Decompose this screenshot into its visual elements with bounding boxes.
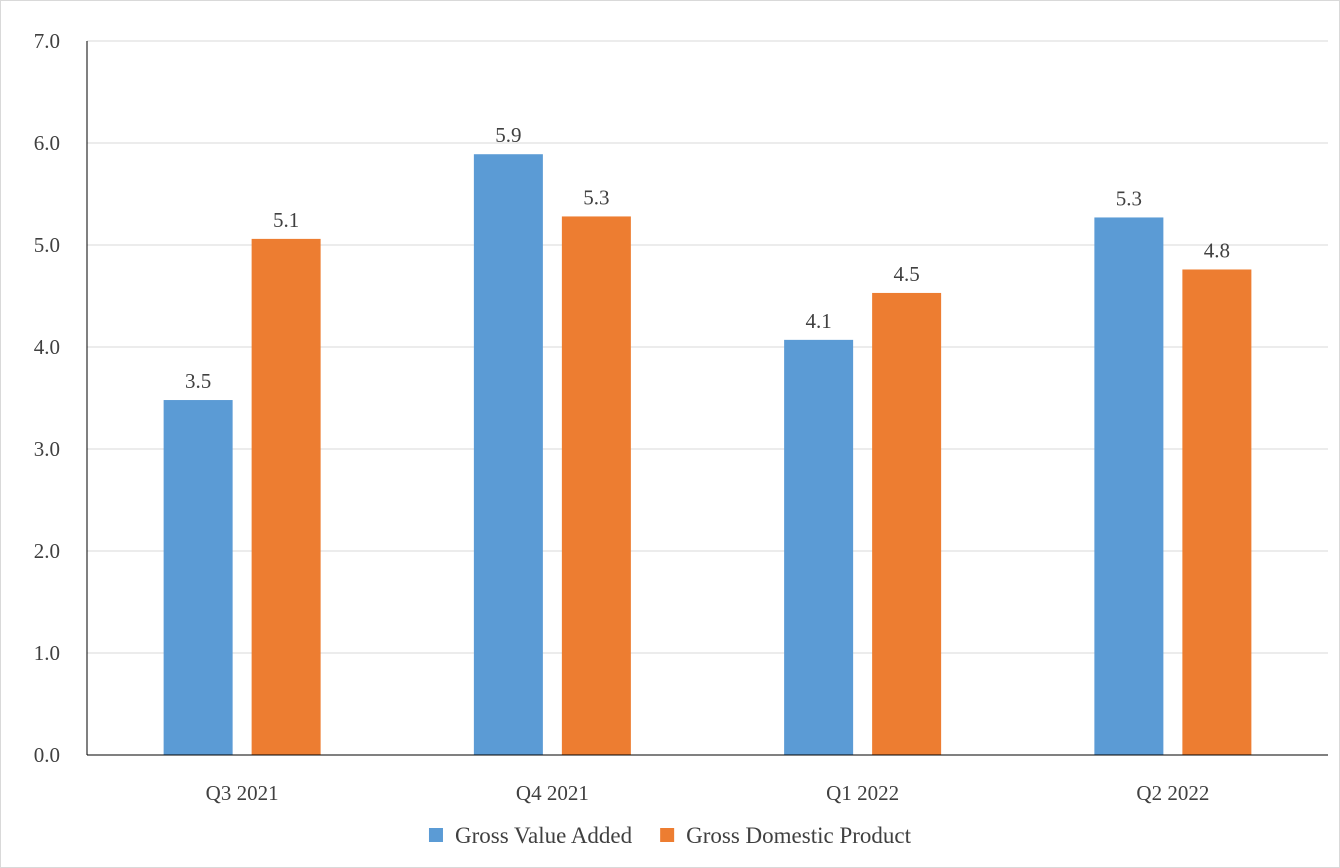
x-tick-label: Q4 2021 xyxy=(516,781,589,805)
bar-gross-domestic-product xyxy=(872,292,942,755)
bar-gross-value-added xyxy=(473,154,543,756)
axes: 0.0 1.0 2.0 3.0 4.0 5.0 6.0 7.0 Q3 2021 Q4 2021 Q1… xyxy=(34,29,1328,805)
x-tick-label: Q2 2022 xyxy=(1136,781,1209,805)
y-tick-label: 0.0 xyxy=(34,743,60,767)
bar-gross-value-added xyxy=(163,400,233,755)
bar-gross-domestic-product xyxy=(1182,269,1252,755)
x-tick-label: Q1 2022 xyxy=(826,781,899,805)
x-tick-label: Q3 2021 xyxy=(206,781,279,805)
bar-gross-domestic-product xyxy=(251,238,321,755)
data-label: 5.3 xyxy=(1116,186,1142,210)
bar-gross-value-added xyxy=(1094,217,1164,755)
y-tick-label: 5.0 xyxy=(34,233,60,257)
y-tick-label: 7.0 xyxy=(34,29,60,53)
data-label: 5.9 xyxy=(495,123,521,147)
legend: Gross Value Added Gross Domestic Product xyxy=(428,823,912,848)
legend-label: Gross Value Added xyxy=(455,823,633,848)
bar-gross-value-added xyxy=(784,339,854,755)
data-label: 4.1 xyxy=(806,309,832,333)
y-tick-label: 4.0 xyxy=(34,335,60,359)
y-tick-label: 2.0 xyxy=(34,539,60,563)
legend-label: Gross Domestic Product xyxy=(686,823,911,848)
data-label: 4.8 xyxy=(1204,238,1230,262)
data-label: 5.3 xyxy=(583,185,609,209)
data-label: 3.5 xyxy=(185,369,211,393)
legend-swatch xyxy=(660,828,675,842)
y-tick-label: 1.0 xyxy=(34,641,60,665)
data-labels: 3.5 5.1 5.9 5.3 4.1 4.5 5.3 4.8 xyxy=(185,123,1230,393)
y-tick-label: 3.0 xyxy=(34,437,60,461)
y-tick-label: 6.0 xyxy=(34,131,60,155)
data-label: 4.5 xyxy=(894,262,920,286)
data-label: 5.1 xyxy=(273,208,299,232)
bars xyxy=(163,154,1252,756)
bar-gross-domestic-product xyxy=(561,216,631,755)
legend-swatch xyxy=(428,828,443,842)
